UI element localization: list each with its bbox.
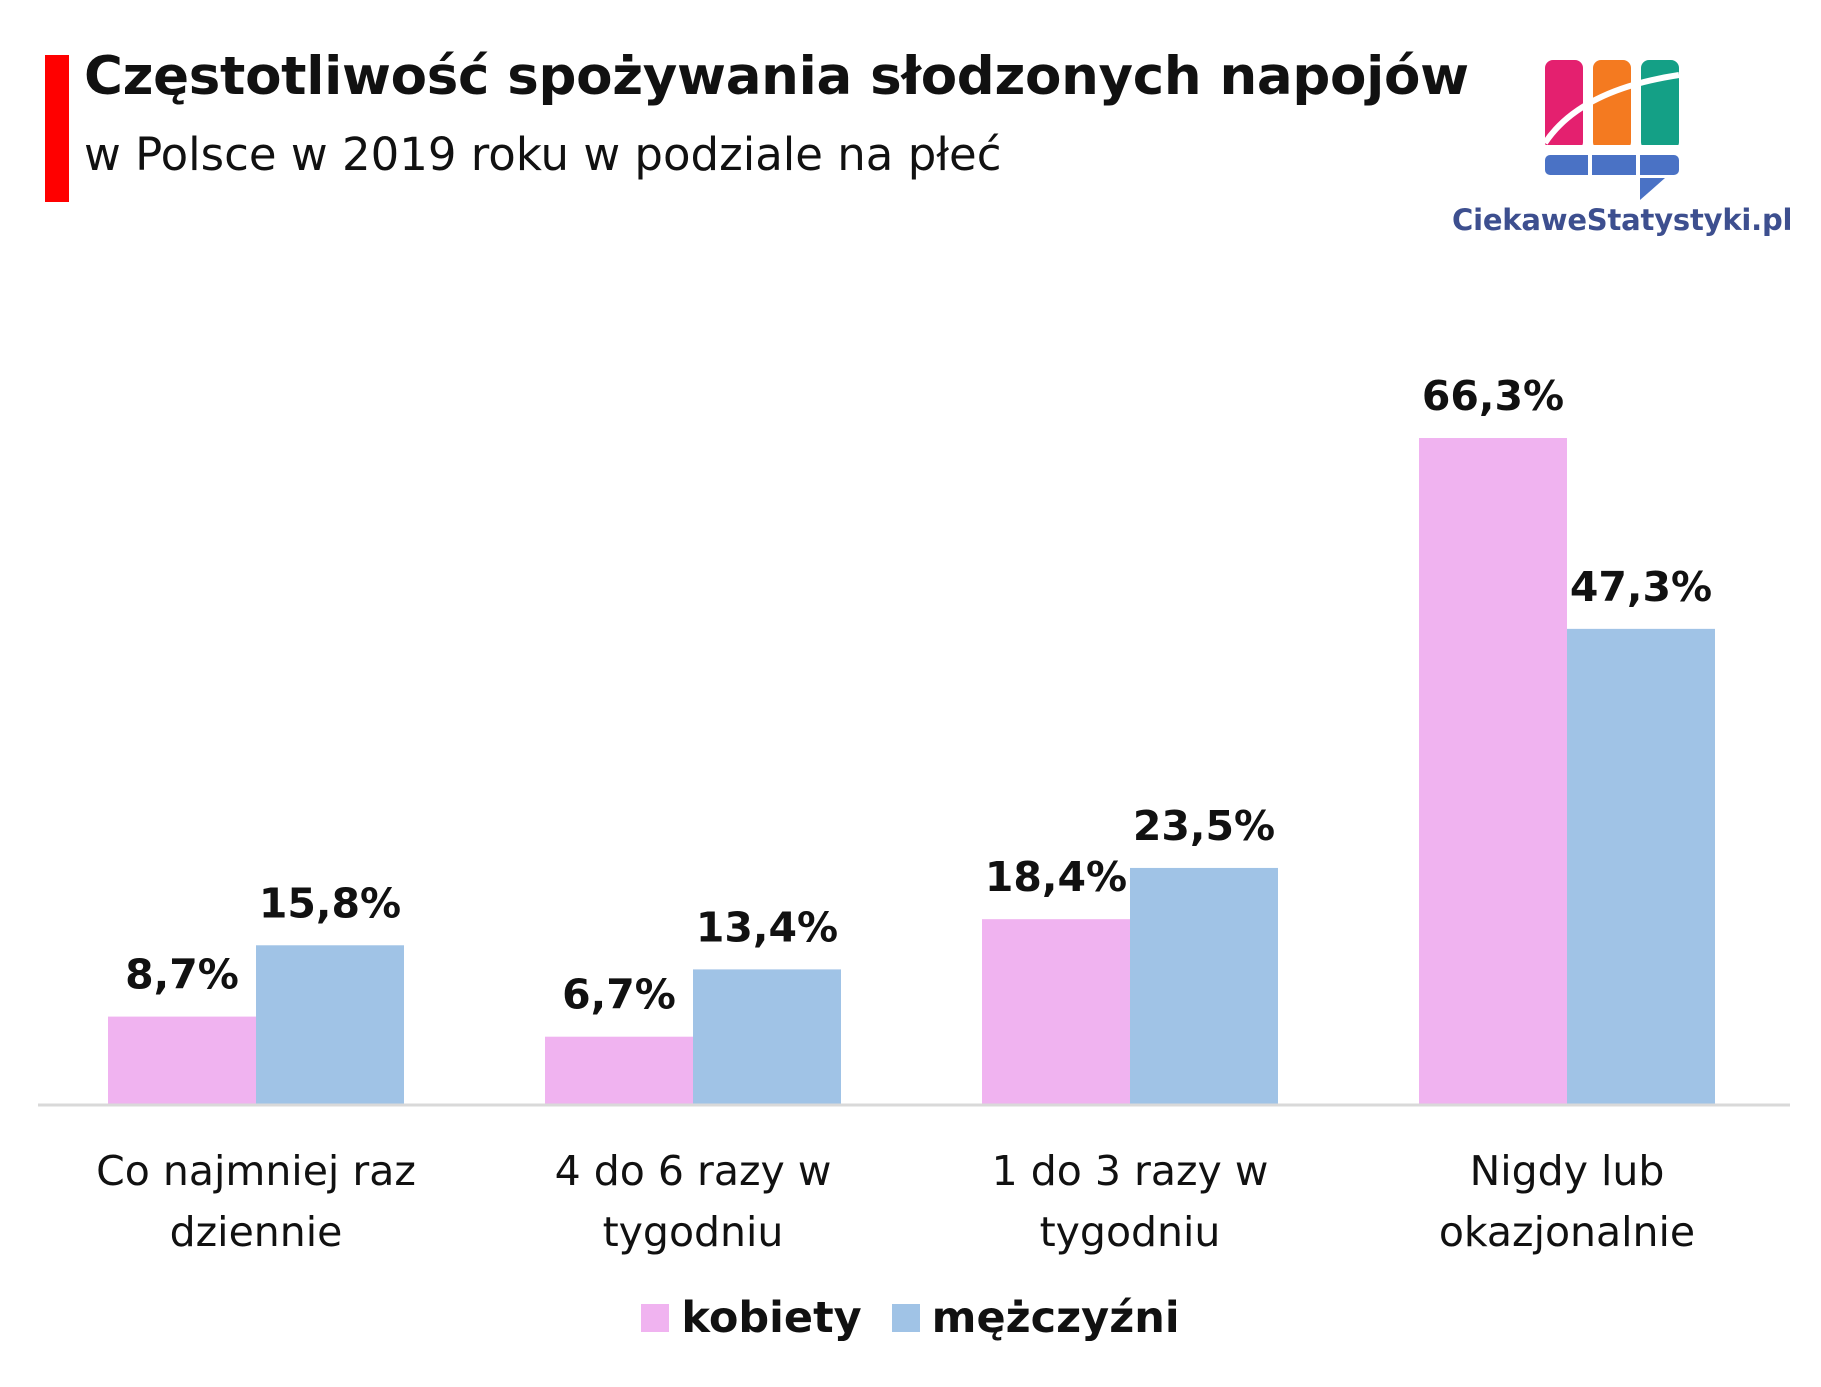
value-label-mężczyźni-2: 23,5%: [1133, 802, 1275, 850]
legend: kobiety mężczyźni: [0, 1293, 1821, 1343]
value-label-kobiety-3: 66,3%: [1422, 372, 1564, 420]
bar-mężczyźni-3: [1567, 628, 1715, 1104]
category-label-1-line-1: tygodniu: [603, 1208, 784, 1256]
category-label-1-line-0: 4 do 6 razy w: [555, 1147, 832, 1195]
category-label-3-line-0: Nigdy lub: [1470, 1147, 1665, 1195]
category-label-0-line-0: Co najmniej raz: [96, 1147, 416, 1195]
bar-mężczyźni-0: [256, 945, 404, 1104]
value-label-kobiety-1: 6,7%: [562, 971, 676, 1019]
bar-kobiety-3: [1419, 438, 1567, 1104]
logo-icon: [1540, 55, 1685, 205]
legend-swatch-kobiety: [641, 1304, 670, 1332]
legend-item-kobiety: kobiety: [641, 1293, 862, 1343]
value-label-mężczyźni-0: 15,8%: [259, 879, 401, 927]
logo-text: CiekaweStatystyki.pl: [1452, 203, 1793, 237]
chart-title: Częstotliwość spożywania słodzonych napo…: [84, 46, 1469, 107]
value-label-kobiety-0: 8,7%: [125, 951, 239, 999]
category-label-0-line-1: dziennie: [170, 1208, 343, 1256]
value-label-kobiety-2: 18,4%: [985, 853, 1127, 901]
category-label-2-line-0: 1 do 3 razy w: [992, 1147, 1269, 1195]
bar-mężczyźni-1: [693, 969, 841, 1104]
bar-kobiety-0: [108, 1016, 256, 1104]
bar-kobiety-1: [545, 1036, 693, 1104]
bar-kobiety-2: [982, 919, 1130, 1104]
category-label-2-line-1: tygodniu: [1040, 1208, 1221, 1256]
category-label-3-line-1: okazjonalnie: [1439, 1208, 1695, 1256]
legend-item-mezczyzni: mężczyźni: [891, 1293, 1180, 1343]
value-label-mężczyźni-3: 47,3%: [1570, 563, 1712, 611]
bar-mężczyźni-2: [1130, 867, 1278, 1104]
value-label-mężczyźni-1: 13,4%: [696, 903, 838, 951]
legend-label-mezczyzni: mężczyźni: [931, 1293, 1180, 1343]
legend-label-kobiety: kobiety: [681, 1293, 862, 1343]
chart-subtitle: w Polsce w 2019 roku w podziale na płeć: [84, 128, 1002, 181]
title-accent-bar: [45, 55, 69, 202]
legend-swatch-mezczyzni: [891, 1304, 920, 1332]
